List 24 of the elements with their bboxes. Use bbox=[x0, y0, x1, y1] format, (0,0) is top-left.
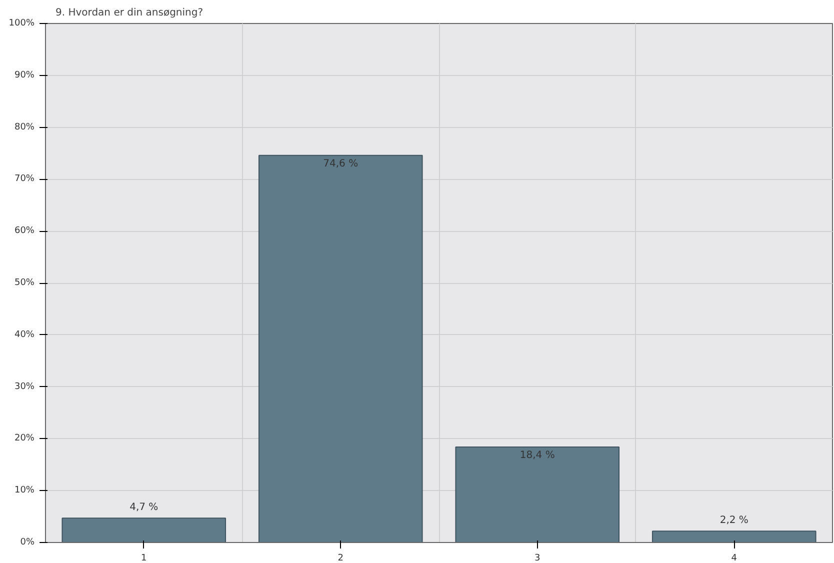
data-label: 2,2 % bbox=[720, 514, 748, 526]
data-label: 4,7 % bbox=[130, 502, 158, 513]
y-tick-label: 20% bbox=[14, 434, 35, 444]
bar bbox=[62, 518, 226, 542]
bar bbox=[455, 446, 620, 542]
y-tick-label: 90% bbox=[14, 70, 35, 80]
y-tick-label: 10% bbox=[14, 486, 35, 496]
x-tick-label: 1 bbox=[141, 554, 147, 563]
chart-title: 9. Hvordan er din ansøgning? bbox=[56, 8, 204, 18]
x-tick-label: 3 bbox=[534, 554, 540, 563]
data-label: 18,4 % bbox=[520, 450, 555, 462]
y-tick-label: 80% bbox=[14, 122, 35, 132]
y-tick-label: 100% bbox=[8, 18, 35, 28]
y-tick-label: 0% bbox=[20, 538, 35, 548]
x-tick-label: 2 bbox=[338, 554, 344, 563]
y-tick-label: 70% bbox=[14, 174, 35, 184]
data-label: 74,6 % bbox=[323, 158, 358, 170]
y-tick-label: 50% bbox=[14, 278, 35, 288]
y-tick-label: 40% bbox=[14, 330, 35, 340]
y-tick-label: 60% bbox=[14, 226, 35, 236]
y-tick-label: 30% bbox=[14, 382, 35, 392]
x-tick-label: 4 bbox=[731, 554, 738, 563]
bar bbox=[652, 530, 816, 542]
bar bbox=[258, 154, 423, 542]
